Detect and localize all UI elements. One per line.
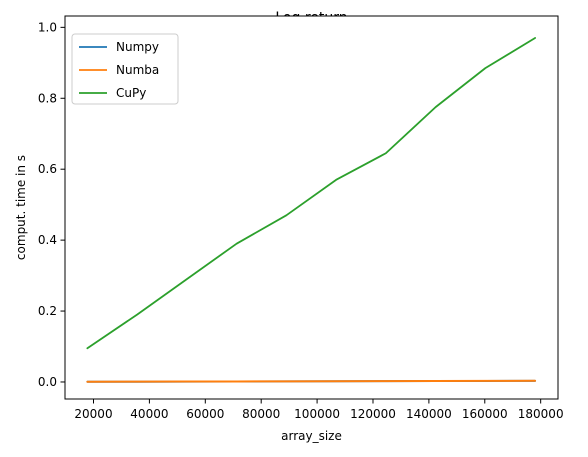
y-tick-label: 0.0 — [38, 375, 57, 389]
legend-label-numpy: Numpy — [116, 40, 159, 54]
x-axis: 20000 40000 60000 80000 100000 120000 140000 16… — [74, 399, 564, 421]
y-axis-label: comput. time in s — [14, 155, 28, 260]
x-tick-label: 140000 — [406, 407, 452, 421]
y-tick-label: 0.6 — [38, 162, 57, 176]
x-tick-label: 100000 — [294, 407, 340, 421]
x-axis-label: array_size — [281, 429, 342, 443]
series-line-numba — [86, 379, 537, 383]
x-tick-label: 80000 — [242, 407, 280, 421]
x-tick-label: 60000 — [186, 407, 224, 421]
y-tick-label: 0.4 — [38, 233, 57, 247]
y-tick-label: 0.8 — [38, 91, 57, 105]
legend-label-numba: Numba — [116, 63, 159, 77]
series-lines — [86, 37, 537, 383]
legend-label-cupy: CuPy — [116, 86, 146, 100]
series-line-cupy — [86, 37, 536, 350]
x-tick-label: 40000 — [130, 407, 168, 421]
legend-box — [71, 33, 179, 105]
legend: Numpy Numba CuPy — [71, 33, 179, 105]
y-axis: 0.0 0.2 0.4 0.6 0.8 1.0 — [38, 20, 65, 389]
x-tick-label: 20000 — [74, 407, 112, 421]
x-tick-label: 120000 — [350, 407, 396, 421]
y-tick-label: 1.0 — [38, 20, 57, 34]
x-tick-label: 180000 — [518, 407, 564, 421]
y-tick-label: 0.2 — [38, 304, 57, 318]
x-tick-label: 160000 — [462, 407, 508, 421]
